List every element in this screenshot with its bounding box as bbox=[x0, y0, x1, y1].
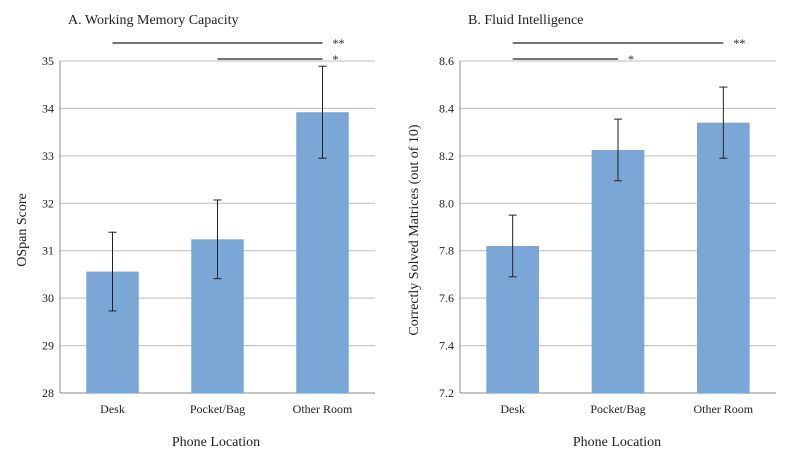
significance-label: ** bbox=[333, 36, 345, 50]
y-tick-label: 29 bbox=[42, 339, 54, 353]
y-tick-label: 31 bbox=[42, 244, 54, 258]
y-tick-label: 33 bbox=[42, 149, 54, 163]
x-tick-label: Other Room bbox=[293, 402, 353, 416]
y-tick-label: 7.6 bbox=[439, 291, 454, 305]
y-tick-label: 34 bbox=[42, 101, 54, 115]
chart-title: B. Fluid Intelligence bbox=[468, 13, 583, 28]
chart-title: A. Working Memory Capacity bbox=[68, 13, 238, 28]
y-tick-label: 30 bbox=[42, 291, 54, 305]
y-axis-label: OSpan Score bbox=[15, 193, 30, 267]
bar bbox=[296, 112, 349, 394]
panel-fluid-intelligence: B. Fluid Intelligence Correctly Solved M… bbox=[407, 13, 776, 450]
x-tick-label: Pocket/Bag bbox=[590, 402, 645, 416]
y-tick-label: 8.0 bbox=[439, 196, 454, 210]
panel-working-memory: A. Working Memory Capacity OSpan Score P… bbox=[15, 13, 375, 450]
y-tick-label: 28 bbox=[42, 386, 54, 400]
significance-label: * bbox=[628, 52, 634, 66]
y-tick-label: 32 bbox=[42, 196, 54, 210]
y-axis-label: Correctly Solved Matrices (out of 10) bbox=[407, 124, 422, 335]
x-axis-label: Phone Location bbox=[172, 435, 260, 450]
y-tick-label: 7.2 bbox=[439, 386, 454, 400]
bar bbox=[591, 149, 645, 393]
y-tick-label: 7.8 bbox=[439, 244, 454, 258]
significance-label: * bbox=[333, 52, 339, 66]
y-tick-label: 8.2 bbox=[439, 149, 454, 163]
x-tick-label: Desk bbox=[500, 402, 525, 416]
plot-area: 7.2 7.4 7.6 7.8 8.0 8.2 8.4 8.6 Desk Pocket/Bag Ot… bbox=[439, 36, 776, 416]
significance-label: ** bbox=[733, 36, 745, 50]
bar bbox=[697, 122, 750, 394]
y-tick-label: 35 bbox=[42, 54, 54, 68]
y-tick-label: 8.4 bbox=[439, 101, 454, 115]
y-tick-label: 7.4 bbox=[439, 339, 454, 353]
x-axis-label: Phone Location bbox=[573, 435, 661, 450]
x-tick-label: Other Room bbox=[693, 402, 753, 416]
plot-area: 28 29 30 31 32 33 34 35 Desk Pocket/Bag Other Room… bbox=[42, 36, 375, 416]
y-tick-label: 8.6 bbox=[439, 54, 454, 68]
x-tick-label: Desk bbox=[100, 402, 125, 416]
x-tick-label: Pocket/Bag bbox=[190, 402, 245, 416]
